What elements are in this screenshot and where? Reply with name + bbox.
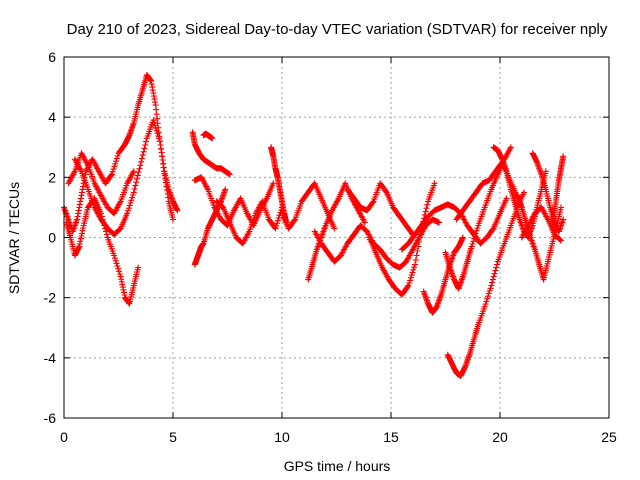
y-tick-label: 4 bbox=[48, 109, 56, 125]
y-tick-label: -2 bbox=[44, 290, 57, 306]
plus-marker-group bbox=[490, 144, 549, 241]
y-tick-label: 6 bbox=[48, 49, 56, 65]
y-tick-label: 2 bbox=[48, 169, 56, 185]
x-axis-label: GPS time / hours bbox=[284, 458, 391, 474]
plus-marker-group bbox=[71, 117, 176, 238]
series-trace-7 bbox=[200, 130, 216, 142]
y-axis-label: SDTVAR / TECUs bbox=[6, 182, 22, 294]
plus-marker-group bbox=[63, 195, 142, 307]
plus-marker-group bbox=[420, 234, 466, 316]
series-trace-3 bbox=[71, 117, 176, 238]
x-tick-label: 15 bbox=[383, 429, 399, 445]
chart-title: Day 210 of 2023, Sidereal Day-to-day VTE… bbox=[67, 21, 608, 38]
y-tick-label: -6 bbox=[44, 410, 57, 426]
x-tick-label: 20 bbox=[492, 429, 508, 445]
series-trace-6 bbox=[189, 129, 233, 178]
series-trace-9 bbox=[213, 198, 285, 247]
y-tick-label: -4 bbox=[44, 350, 57, 366]
series-trace-16 bbox=[344, 180, 416, 238]
x-tick-label: 10 bbox=[274, 429, 290, 445]
x-axis-ticks: 0 5 10 15 20 25 bbox=[60, 57, 617, 445]
plus-marker-group bbox=[518, 204, 564, 244]
plus-marker-group bbox=[344, 180, 416, 238]
plus-marker-group bbox=[200, 130, 216, 142]
plus-marker-group bbox=[366, 180, 438, 298]
plus-marker-group bbox=[444, 189, 527, 379]
data-points bbox=[61, 72, 567, 379]
series-trace-14 bbox=[366, 180, 438, 298]
y-axis-ticks: -6 -4 -2 0 2 4 6 bbox=[44, 49, 609, 426]
y-tick-label: 0 bbox=[48, 230, 56, 246]
x-tick-label: 0 bbox=[60, 429, 68, 445]
series-trace-17 bbox=[420, 234, 466, 316]
x-tick-label: 5 bbox=[169, 429, 177, 445]
grid bbox=[64, 57, 609, 418]
series-trace-4 bbox=[65, 150, 137, 217]
series-trace-21 bbox=[490, 144, 549, 241]
series-trace-25 bbox=[518, 204, 564, 244]
plus-marker-group bbox=[65, 150, 137, 217]
series-trace-2 bbox=[63, 195, 142, 307]
x-tick-label: 25 bbox=[601, 429, 617, 445]
plus-marker-group bbox=[213, 198, 285, 247]
series-trace-18 bbox=[444, 189, 527, 379]
plus-marker-group bbox=[189, 129, 233, 178]
